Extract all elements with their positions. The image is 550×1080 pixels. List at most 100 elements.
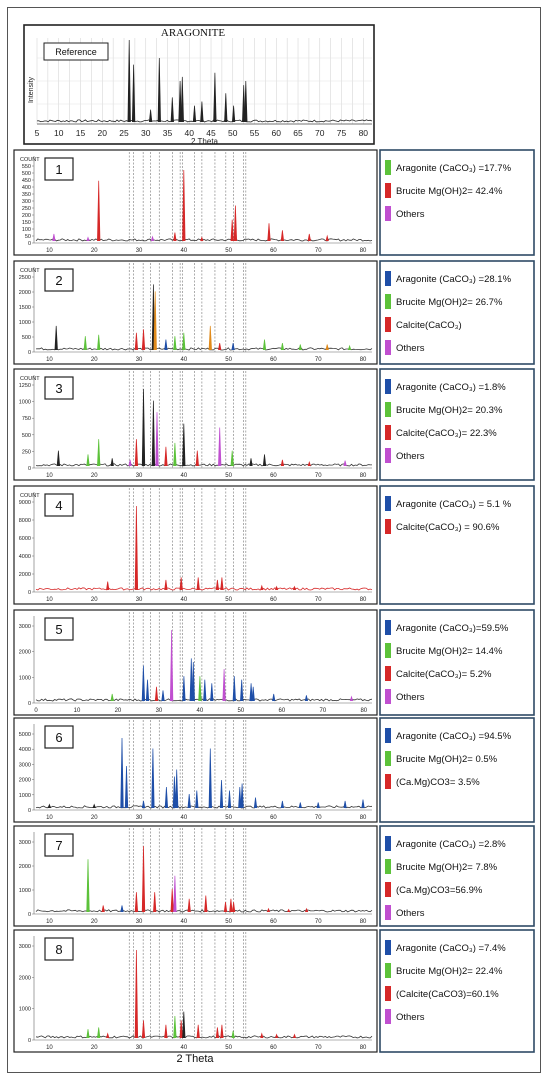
sample-panel-4: COUNT 0 2000 4000 6000 8000 9000 10 20 30 40 50 60 70… — [13, 485, 378, 605]
legend-entry: Aragonite (CaCO₃) =2.8% — [396, 839, 506, 850]
y-tick-label: 0 — [28, 241, 31, 247]
legend-swatch — [385, 963, 391, 978]
diffraction-peak — [97, 1027, 101, 1039]
y-tick-label: 2000 — [19, 975, 31, 981]
diffraction-peak — [86, 454, 90, 467]
y-tick-label: 9000 — [19, 500, 31, 506]
diffraction-peak — [231, 343, 235, 351]
x-tick-label: 80 — [360, 1045, 367, 1051]
x-tick-label: 60 — [270, 815, 277, 821]
legend-entry: Others — [396, 1012, 425, 1023]
legend-entry: Others — [396, 908, 425, 919]
legend-entry: Aragonite (CaCO₃) =17.7% — [396, 163, 512, 174]
legend-entry: (Ca.Mg)CO3=56.9% — [396, 885, 483, 896]
legend-swatch — [385, 425, 391, 440]
diffraction-peak — [175, 769, 179, 809]
legend-box — [379, 485, 535, 605]
y-tick-label: 250 — [22, 206, 31, 212]
diffraction-peak — [141, 1020, 146, 1039]
diffraction-peak — [173, 336, 177, 351]
y-tick-label: 2000 — [19, 864, 31, 870]
sample-id-label: 2 — [55, 273, 62, 288]
count-label: COUNT — [20, 493, 40, 499]
x-tick-label: 70 — [315, 128, 325, 138]
x-tick-label: 10 — [46, 597, 53, 603]
diffraction-peak — [347, 344, 352, 351]
diffraction-peak — [222, 668, 226, 702]
diffraction-peak — [218, 427, 222, 467]
y-tick-label: 1000 — [19, 320, 31, 326]
diffraction-peak — [141, 845, 146, 913]
sample-panel-3: COUNT 0 250 500 750 1000 1250 10 20 30 40 50 60 70 80 3 — [13, 368, 378, 481]
diffraction-peak — [280, 343, 285, 351]
diffraction-peak — [169, 629, 174, 702]
legend-box — [379, 717, 535, 823]
x-tick-label: 30 — [136, 815, 143, 821]
legend-swatch — [385, 751, 391, 766]
x-tick-label: 80 — [360, 708, 367, 714]
x-axis-label: 2 Theta — [191, 137, 219, 146]
sample-panel-border — [13, 609, 378, 716]
legend-entry: Others — [396, 451, 425, 462]
diffraction-peak — [240, 679, 244, 702]
diffraction-peak — [164, 579, 168, 591]
diffraction-peak — [179, 577, 183, 591]
y-tick-label: 3000 — [19, 840, 31, 846]
diffraction-peak — [182, 332, 186, 351]
x-tick-label: 60 — [272, 128, 282, 138]
diffraction-peak — [240, 783, 244, 809]
diffraction-peak — [260, 1032, 264, 1039]
diffraction-peak — [187, 793, 191, 809]
legend-entry: Brucite Mg(OH)2= 0.5% — [396, 754, 498, 765]
y-tick-label: 0 — [28, 350, 31, 356]
diffraction-peak — [274, 1033, 279, 1039]
x-tick-label: 30 — [136, 597, 143, 603]
diffraction-peak — [249, 683, 253, 702]
x-tick-label: 10 — [46, 473, 53, 479]
legend-swatch — [385, 728, 391, 743]
baseline-trace — [36, 119, 373, 123]
y-tick-label: 500 — [22, 335, 31, 341]
x-tick-label: 70 — [315, 919, 322, 925]
diffraction-peak — [141, 329, 146, 351]
diffraction-peak — [106, 1032, 110, 1039]
x-tick-label: 60 — [270, 597, 277, 603]
diffraction-peak — [178, 80, 182, 123]
y-tick-label: 2000 — [19, 290, 31, 296]
diffraction-peak — [164, 339, 168, 351]
y-tick-label: 8000 — [19, 518, 31, 524]
diffraction-peak — [182, 423, 186, 467]
diffraction-peak — [229, 898, 233, 913]
diffraction-peak — [170, 888, 174, 913]
x-tick-label: 30 — [136, 919, 143, 925]
y-tick-label: 1000 — [19, 400, 31, 406]
y-tick-label: 250 — [22, 449, 31, 455]
diffraction-peak — [173, 442, 177, 467]
x-tick-label: 10 — [46, 815, 53, 821]
x-tick-label: 40 — [180, 919, 187, 925]
diffraction-peak — [227, 790, 232, 809]
x-tick-label: 30 — [136, 1045, 143, 1051]
sample-id-box — [44, 157, 74, 181]
diffraction-peak — [195, 790, 199, 809]
legend-entry: Aragonite (CaCO₃) = 5.1 % — [396, 499, 512, 510]
x-tick-label: 80 — [360, 919, 367, 925]
x-tick-label: 20 — [91, 919, 98, 925]
diffraction-peak — [86, 236, 90, 242]
x-tick-label: 30 — [136, 473, 143, 479]
x-tick-label: 60 — [270, 357, 277, 363]
diffraction-peak — [157, 57, 161, 123]
legend-swatch — [385, 271, 391, 286]
diffraction-peak — [196, 577, 200, 591]
y-tick-label: 2000 — [19, 650, 31, 656]
diffraction-peak — [164, 446, 168, 467]
legend-swatch — [385, 340, 391, 355]
legend-entry: Brucite Mg(OH)2= 7.8% — [396, 862, 498, 873]
y-tick-label: 2500 — [19, 275, 31, 281]
y-tick-label: 550 — [22, 164, 31, 170]
reference-label-box — [43, 42, 109, 61]
sample-panel-border — [13, 260, 378, 365]
diffraction-peak — [307, 460, 311, 467]
x-tick-label: 70 — [315, 1045, 322, 1051]
diffraction-peak — [179, 1020, 183, 1039]
